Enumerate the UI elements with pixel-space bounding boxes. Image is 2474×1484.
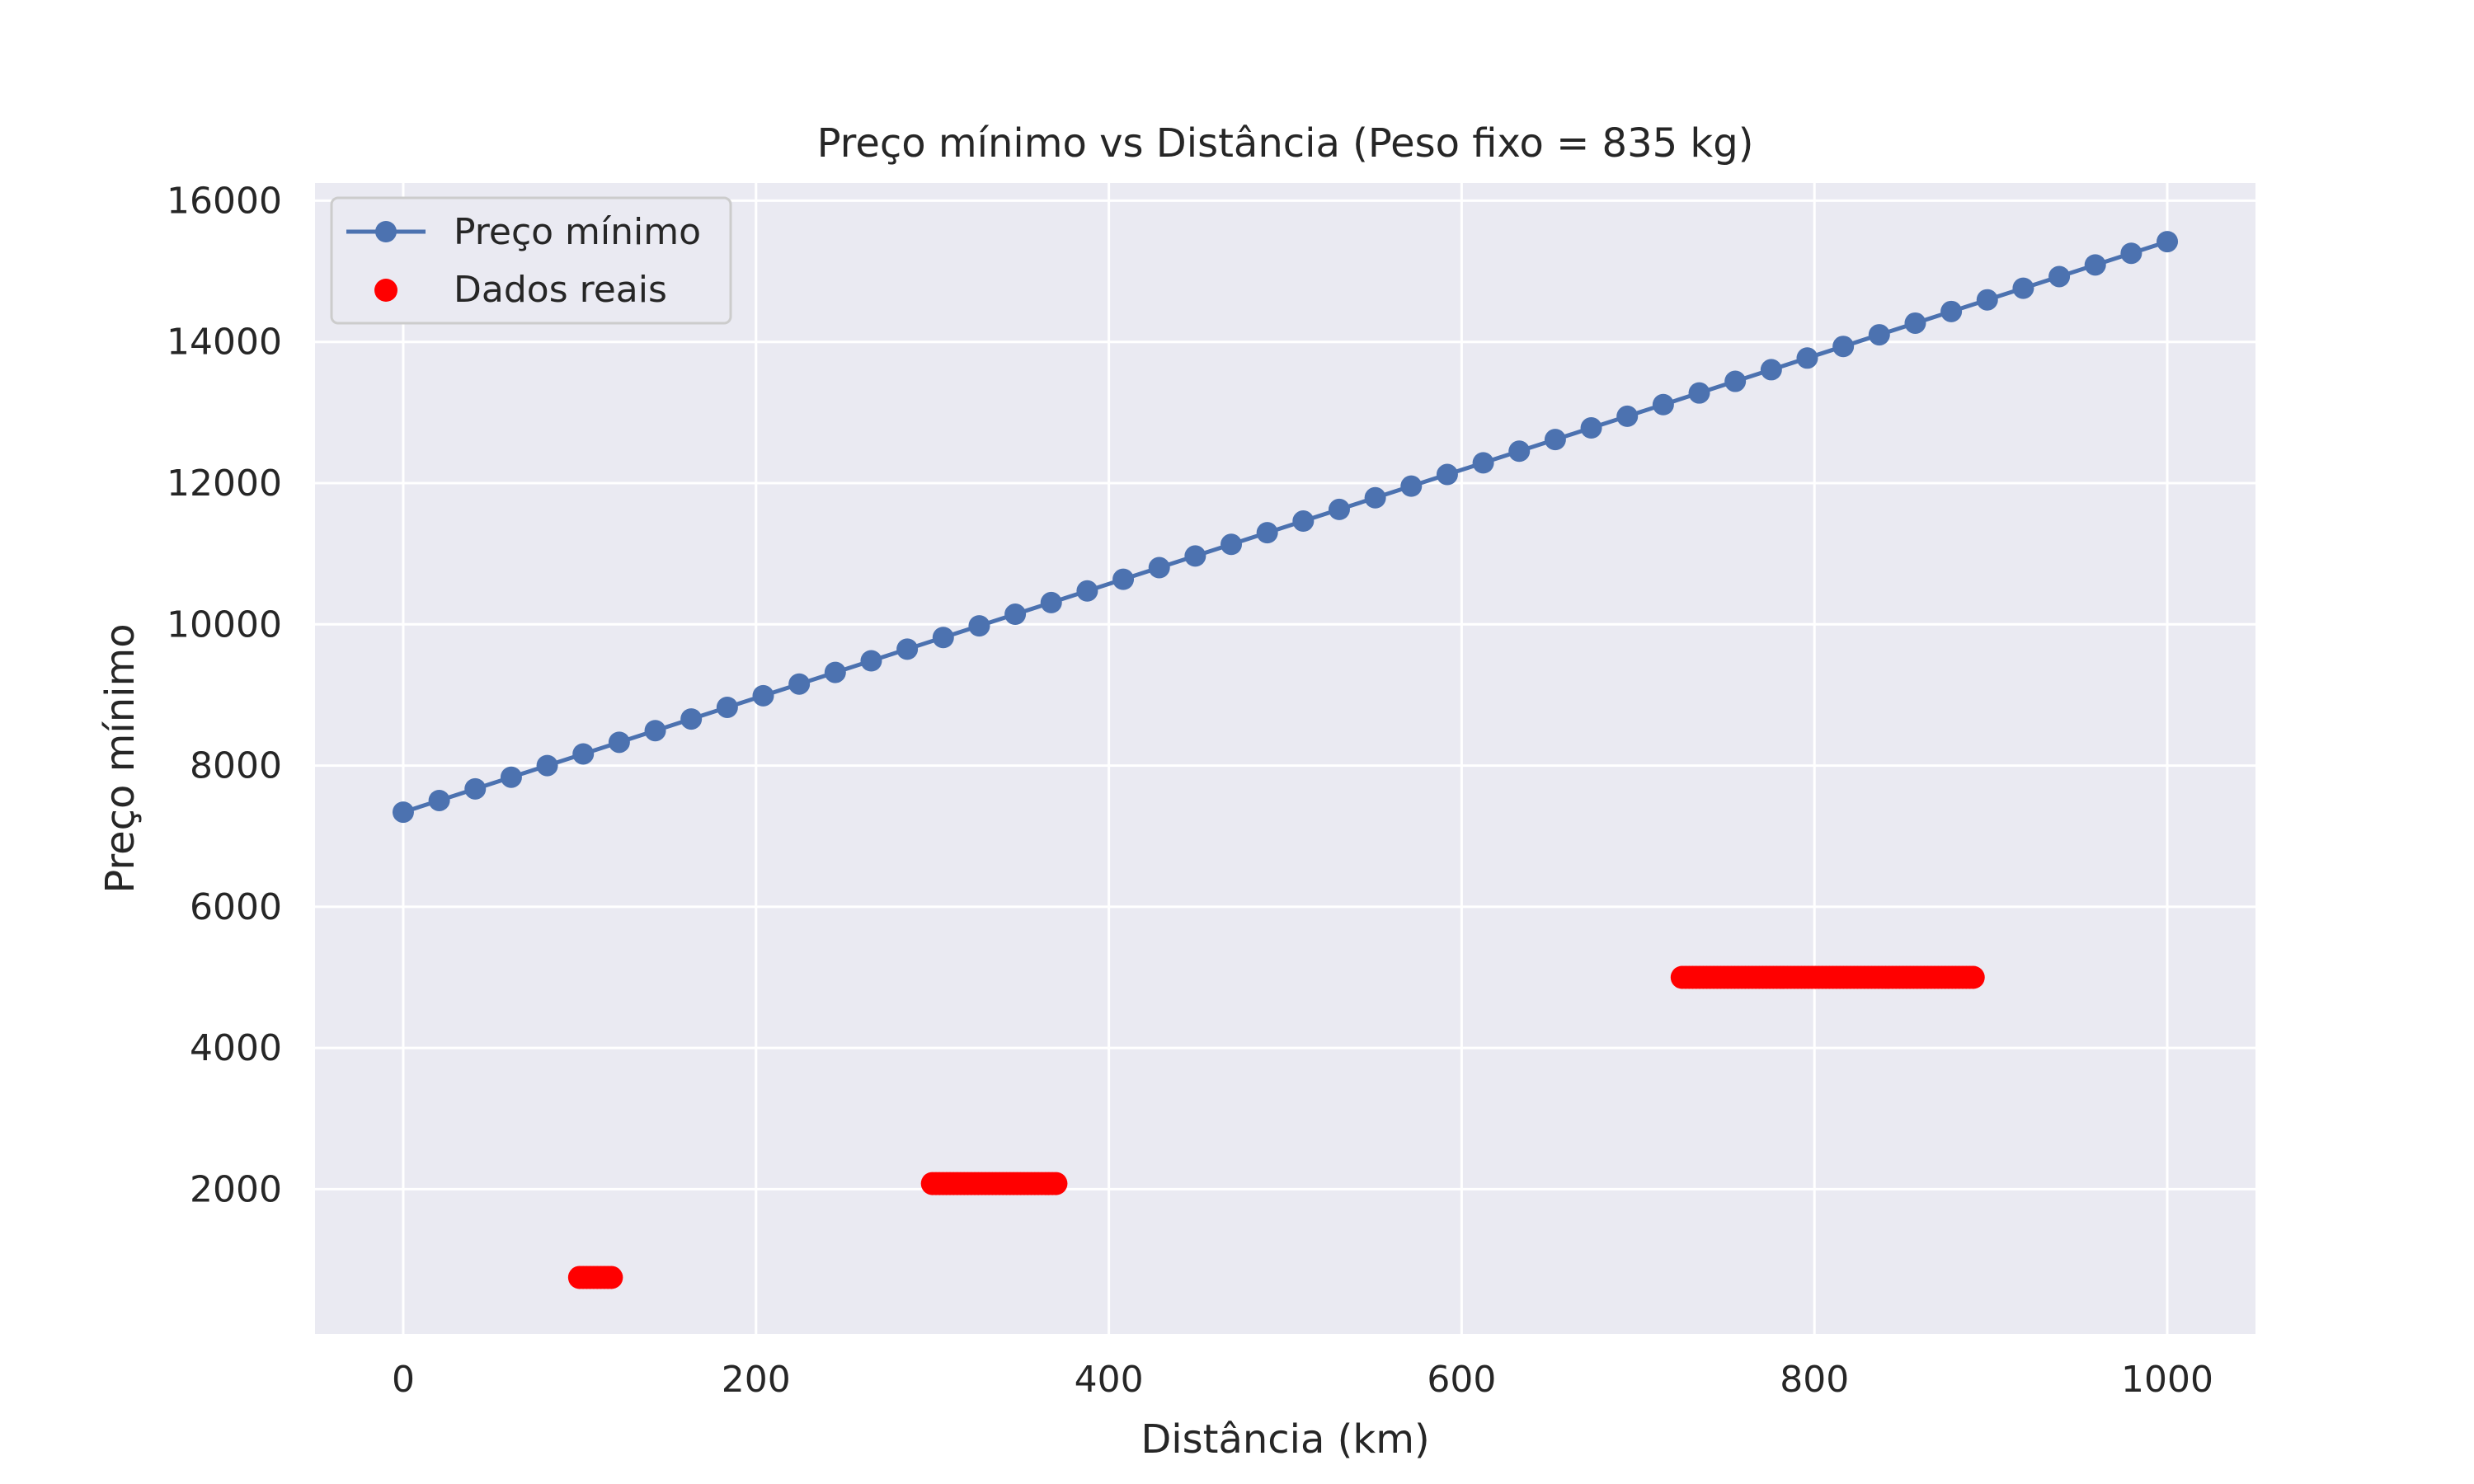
y-tick-label: 2000 xyxy=(190,1168,282,1210)
preco-minimo-point xyxy=(1940,300,1963,322)
preco-minimo-point xyxy=(1904,312,1926,334)
preco-minimo-point xyxy=(428,789,450,811)
preco-minimo-point xyxy=(1004,603,1027,626)
preco-minimo-point xyxy=(1508,440,1531,463)
preco-minimo-point xyxy=(1364,486,1386,509)
preco-minimo-point xyxy=(1040,591,1062,613)
y-tick-label: 16000 xyxy=(167,180,282,222)
grid xyxy=(315,183,2255,1334)
preco-minimo-point xyxy=(392,801,414,824)
preco-minimo-point xyxy=(716,696,738,718)
legend-scatter-dot xyxy=(374,279,397,302)
preco-minimo-point xyxy=(932,627,954,649)
preco-minimo-point xyxy=(644,720,666,742)
preco-minimo-point xyxy=(608,731,630,754)
preco-minimo-point xyxy=(1436,463,1458,486)
preco-minimo-point xyxy=(1076,580,1098,602)
preco-minimo-point xyxy=(2157,231,2179,253)
preco-minimo-point xyxy=(1760,359,1782,381)
preco-minimo-point xyxy=(1112,568,1135,590)
preco-minimo-point xyxy=(860,650,882,672)
y-tick-label: 14000 xyxy=(167,322,282,364)
legend: Preço mínimo Dados reais xyxy=(330,196,732,325)
preco-minimo-point xyxy=(1328,498,1350,520)
preco-minimo-point xyxy=(752,684,774,707)
preco-minimo-point xyxy=(1616,405,1639,427)
preco-minimo-point xyxy=(1184,545,1206,567)
y-tick-label: 12000 xyxy=(167,463,282,505)
x-axis-label: Distância (km) xyxy=(1141,1416,1429,1463)
dados-reais-point xyxy=(1961,965,1985,989)
preco-minimo-point xyxy=(2084,254,2106,276)
preco-minimo-point xyxy=(1688,382,1710,404)
preco-minimo-point xyxy=(536,754,558,777)
preco-minimo-point xyxy=(2048,265,2071,288)
preco-minimo-point xyxy=(1652,393,1674,416)
preco-minimo-point xyxy=(1796,347,1818,369)
dados-reais-point xyxy=(600,1266,623,1289)
preco-minimo-point xyxy=(1472,452,1494,474)
legend-line-dot xyxy=(375,221,397,242)
preco-minimo-point xyxy=(896,638,919,660)
x-tick-label: 1000 xyxy=(2121,1359,2213,1401)
preco-minimo-point xyxy=(1400,475,1423,497)
tick-labels: 0 200 400 600 800 1000 2000 4000 6000 8000 10000 12… xyxy=(167,180,2213,1401)
preco-minimo-point xyxy=(464,777,487,800)
preco-minimo-point xyxy=(1724,370,1747,392)
preco-minimo-point xyxy=(500,766,522,788)
legend-label-preco-minimo: Preço mínimo xyxy=(454,211,701,253)
x-tick-label: 200 xyxy=(722,1359,791,1401)
preco-minimo-point xyxy=(680,708,703,730)
y-tick-label: 4000 xyxy=(190,1027,282,1069)
y-tick-label: 8000 xyxy=(190,745,282,787)
y-tick-label: 10000 xyxy=(167,603,282,646)
preco-minimo-point xyxy=(824,661,846,683)
x-tick-label: 400 xyxy=(1075,1359,1144,1401)
preco-minimo-point xyxy=(1580,417,1602,439)
preco-minimo-point xyxy=(1148,556,1170,579)
x-tick-label: 0 xyxy=(392,1359,415,1401)
preco-minimo-point xyxy=(1868,324,1890,346)
preco-minimo-point xyxy=(1976,289,1998,311)
preco-minimo-point xyxy=(788,673,811,695)
dados-reais-point xyxy=(1044,1172,1068,1195)
preco-minimo-point xyxy=(968,615,990,637)
preco-minimo-point xyxy=(2120,242,2142,265)
series-dados-reais xyxy=(567,965,1985,1289)
series-preco-minimo xyxy=(392,231,2179,824)
preco-minimo-point xyxy=(1832,336,1855,358)
y-axis-label: Preço mínimo xyxy=(97,623,143,893)
preco-minimo-point xyxy=(2012,277,2034,299)
plot-area xyxy=(315,183,2255,1334)
preco-minimo-point xyxy=(1292,510,1315,533)
preco-minimo-point xyxy=(1221,533,1243,556)
y-tick-label: 6000 xyxy=(190,886,282,928)
preco-minimo-point xyxy=(1256,522,1278,544)
preco-minimo-point xyxy=(572,743,595,765)
legend-box xyxy=(330,196,732,325)
x-tick-label: 600 xyxy=(1427,1359,1496,1401)
chart-title: Preço mínimo vs Distância (Peso fixo = 8… xyxy=(817,120,1754,167)
preco-minimo-point xyxy=(1544,429,1566,451)
x-tick-label: 800 xyxy=(1780,1359,1849,1401)
legend-label-dados-reais: Dados reais xyxy=(454,269,667,311)
